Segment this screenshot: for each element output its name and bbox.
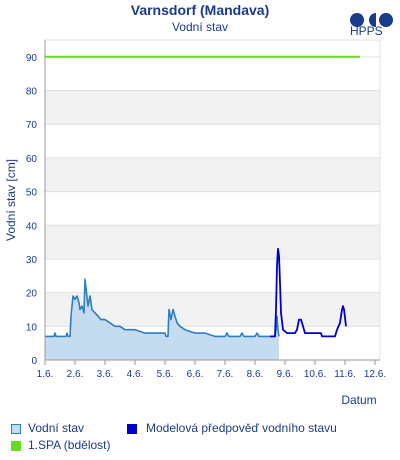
x-tick-label: 6.6. <box>187 369 204 380</box>
legend-swatch-observed <box>11 424 21 434</box>
x-tick-label: 1.6. <box>37 369 54 380</box>
chart-title: Varnsdorf (Mandava) <box>130 2 270 18</box>
x-tick-label: 12.6. <box>364 369 386 380</box>
legend-label-forecast: Modelová předpověď vodního stavu <box>146 421 337 435</box>
x-tick-label: 8.6. <box>247 369 264 380</box>
y-tick-label: 70 <box>26 120 38 131</box>
y-tick-label: 60 <box>26 154 38 165</box>
x-tick-label: 9.6. <box>277 369 294 380</box>
x-tick-label: 7.6. <box>217 369 234 380</box>
logo-text: HPPS <box>350 24 383 38</box>
x-tick-label: 4.6. <box>127 369 144 380</box>
series-line-forecast <box>270 247 347 338</box>
y-tick-label: 10 <box>26 322 38 333</box>
grid-band <box>45 157 380 192</box>
legend-swatch-forecast <box>127 424 137 434</box>
legend-label-observed: Vodní stav <box>28 421 85 435</box>
series-area-observed <box>45 279 279 360</box>
legend-label-spa: 1.SPA (bdělost) <box>28 438 111 452</box>
y-tick-label: 80 <box>26 87 38 98</box>
x-tick-label: 3.6. <box>97 369 114 380</box>
x-axis-title: Datum <box>341 393 376 407</box>
y-tick-label: 40 <box>26 221 38 232</box>
hpps-logo-icon <box>350 13 393 27</box>
grid-band <box>45 225 380 259</box>
y-axis-title: Vodní stav [cm] <box>4 159 18 241</box>
x-tick-label: 10.6. <box>304 369 326 380</box>
grid-band <box>45 90 380 125</box>
x-tick-label: 5.6. <box>157 369 174 380</box>
chart-subtitle: Vodní stav <box>171 20 229 34</box>
series-line-observed <box>45 278 280 338</box>
y-tick-label: 30 <box>26 255 38 266</box>
y-tick-label: 50 <box>26 188 38 199</box>
y-tick-label: 0 <box>31 356 37 367</box>
legend-swatch-spa <box>11 441 21 451</box>
x-tick-label: 11.6. <box>334 369 356 380</box>
y-tick-label: 20 <box>26 289 38 300</box>
x-tick-label: 2.6. <box>67 369 84 380</box>
y-tick-label: 90 <box>26 53 38 64</box>
